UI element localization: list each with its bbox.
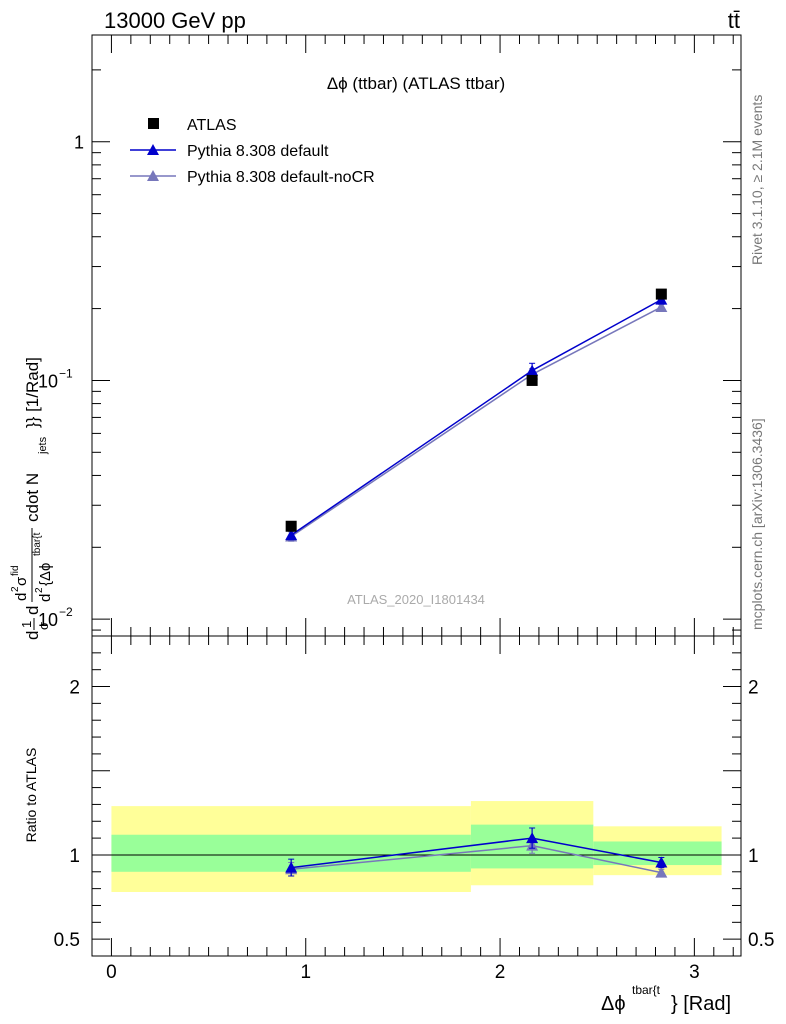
x-label-tail: } [Rad] bbox=[671, 993, 731, 1015]
x-axis-label: Δϕ tbar{t } [Rad] bbox=[601, 983, 731, 1015]
main-y-axis-label: d 1 σ d d 2 σ fid d 2 {Δϕ tbar{t cdot N … bbox=[10, 357, 54, 640]
main-default-point-1 bbox=[526, 364, 539, 376]
ratio-ytick-label-right-0: 0.5 bbox=[748, 930, 774, 951]
main-nocr-line bbox=[290, 306, 662, 538]
y-label-d2: d bbox=[23, 606, 42, 615]
main-ytick-label-0: 1 bbox=[74, 133, 84, 153]
legend: ATLAS Pythia 8.308 default Pythia 8.308 … bbox=[130, 117, 375, 186]
y-label-frac2-num: d bbox=[13, 593, 30, 601]
legend-marker-atlas bbox=[148, 118, 159, 129]
header-left: 13000 GeV pp bbox=[104, 8, 246, 33]
main-ytick-label-2: 10 bbox=[38, 610, 58, 630]
rivet-label: Rivet 3.1.10, ≥ 2.1M events bbox=[749, 95, 765, 265]
y-label-d1: d bbox=[23, 631, 42, 640]
ratio-default-point-2 bbox=[655, 856, 668, 868]
ratio-bands bbox=[111, 801, 722, 892]
axes bbox=[91, 34, 742, 957]
ratio-ytick-label-left-1: 1 bbox=[69, 846, 80, 867]
xtick-label-1: 1 bbox=[300, 962, 311, 983]
y-label-frac2-den-sup: 2 bbox=[34, 587, 45, 593]
analysis-watermark: ATLAS_2020_I1801434 bbox=[347, 592, 485, 607]
main-atlas-point-1 bbox=[526, 374, 538, 386]
main-atlas-point-0 bbox=[285, 520, 297, 532]
tick-labels: 110 −110 −20.5 0.51 12 20 1 2 3 bbox=[38, 133, 774, 983]
y-label-frac2-sigma: σ bbox=[13, 576, 30, 586]
mcplots-label: mcplots.cern.ch [arXiv:1306.3436] bbox=[749, 418, 765, 630]
y-label-frac2-den-rest: {Δϕ bbox=[37, 563, 54, 586]
y-label-frac1-num: 1 bbox=[19, 621, 34, 628]
ratio-default-point-1 bbox=[526, 832, 539, 844]
y-label-tail: cdot N bbox=[23, 473, 42, 522]
main-nocr-point-2 bbox=[655, 301, 668, 313]
y-label-frac1-den: σ bbox=[36, 622, 51, 630]
main-atlas-point-2 bbox=[655, 288, 667, 300]
main-ytick-exp-1: −1 bbox=[59, 366, 73, 380]
y-label-tail-sub: jets bbox=[37, 436, 49, 455]
y-label-frac2-den: d bbox=[37, 594, 54, 602]
legend-marker-nocr bbox=[147, 170, 159, 181]
legend-label-nocr: Pythia 8.308 default-noCR bbox=[187, 169, 375, 186]
band-stat-2 bbox=[593, 841, 722, 866]
ratio-nocr-point-2 bbox=[655, 866, 668, 878]
data-series bbox=[285, 288, 668, 878]
ratio-ytick-label-right-2: 2 bbox=[748, 678, 759, 699]
legend-marker-default bbox=[147, 144, 159, 155]
ratio-frame bbox=[91, 635, 742, 957]
chart-title: Δϕ (ttbar) (ATLAS ttbar) bbox=[327, 74, 505, 93]
ratio-ytick-label-left-2: 2 bbox=[69, 678, 80, 699]
y-label-tail-end: }} [1/Rad] bbox=[23, 357, 42, 428]
x-label-main: Δϕ bbox=[601, 993, 626, 1015]
main-default-point-0 bbox=[285, 529, 298, 541]
y-label-frac2-den-sup2: tbar{t bbox=[32, 532, 43, 556]
header-right: tt̄ bbox=[728, 8, 740, 33]
main-ytick-exp-2: −2 bbox=[59, 605, 73, 619]
legend-label-default: Pythia 8.308 default bbox=[187, 143, 329, 160]
tick-marks bbox=[92, 35, 741, 957]
ratio-y-axis-label: Ratio to ATLAS bbox=[23, 748, 39, 843]
x-label-sup: tbar{t bbox=[632, 983, 661, 997]
xtick-label-0: 0 bbox=[106, 962, 117, 983]
ratio-ytick-label-left-0: 0.5 bbox=[54, 930, 80, 951]
y-label-frac2-fid: fid bbox=[10, 565, 21, 576]
xtick-label-3: 3 bbox=[689, 962, 700, 983]
main-ytick-label-1: 10 bbox=[38, 371, 58, 391]
xtick-label-2: 2 bbox=[495, 962, 506, 983]
ratio-default-point-0 bbox=[285, 861, 298, 873]
y-label-frac2-num-sup: 2 bbox=[10, 586, 21, 592]
ratio-ytick-label-right-1: 1 bbox=[748, 846, 759, 867]
legend-label-atlas: ATLAS bbox=[187, 117, 237, 134]
